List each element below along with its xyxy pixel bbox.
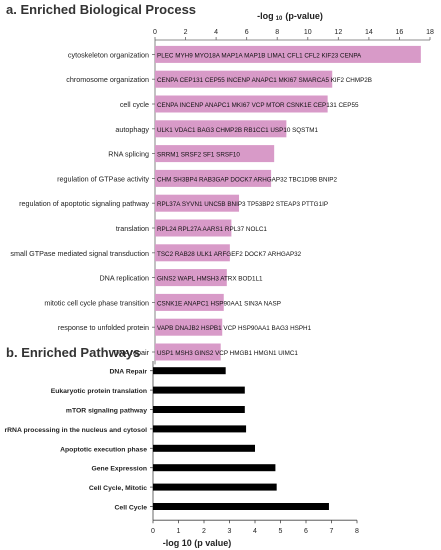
- panel-a-gene-label: PLEC MYH9 MYO18A MAP1A MAP1B LIMA1 CFL1 …: [157, 52, 362, 59]
- panel-a-bar: [155, 95, 328, 113]
- panel-a-x-tick-label: 10: [304, 29, 312, 36]
- panel-b-x-tick-label: 3: [228, 528, 232, 535]
- panel-a-x-tick-label: 14: [365, 29, 373, 36]
- panel-a-category-label: autophagy: [115, 125, 149, 134]
- panel-a-gene-label: CENPA INCENP ANAPC1 MKI67 VCP MTOR CSNK1…: [157, 102, 359, 109]
- panel-a-category-label: chromosome organization: [66, 75, 149, 84]
- panel-a-chart: 0 2 4 6 8 10 12 14 16 18 cytoskeleton organization…: [10, 29, 434, 365]
- panel-b-category-label: Gene Expression: [91, 466, 147, 473]
- panel-b-bar: [153, 483, 277, 491]
- panel-b-category-label: rRNA processing in the nucleus and cytos…: [4, 427, 147, 434]
- panel-a-gene-label: ULK1 VDAC1 BAG3 CHMP2B RB1CC1 USP10 SQST…: [157, 127, 318, 134]
- panel-a-category-label: mitotic cell cycle phase transition: [44, 298, 149, 307]
- panel-a-axis-title: -log 10 (p-value): [257, 11, 323, 22]
- panel-a-gene-label: VAPB DNAJB2 HSPB1 VCP HSP90AA1 BAG3 HSPH…: [157, 325, 312, 332]
- panel-a-gene-label: SRRM1 SRSF2 SF1 SRSF10: [157, 152, 240, 159]
- panel-a-bar: [155, 45, 421, 63]
- panel-b-label: b.: [6, 345, 18, 360]
- panel-a-bar: [155, 145, 275, 163]
- panel-b-x-tick-label: 4: [253, 528, 257, 535]
- panel-b-bar: [153, 464, 276, 472]
- panel-b-title: b. Enriched Pathways: [6, 345, 140, 360]
- panel-b-axis-title: -log 10 (p value): [163, 538, 232, 548]
- panel-a-x-tick-label: 12: [334, 29, 342, 36]
- panel-a-x-tick-label: 18: [426, 29, 434, 36]
- panel-a-bar: [155, 244, 230, 262]
- panel-a-bar: [155, 120, 287, 138]
- panel-a-category-label: response to unfolded protein: [58, 323, 149, 332]
- panel-a-bar: [155, 293, 224, 311]
- panel-a-axis-title-main: -log: [257, 11, 274, 21]
- panel-b-bar: [153, 367, 226, 375]
- panel-b-category-label: Apoptotic execution phase: [60, 446, 147, 453]
- panel-a-gene-label: GINS2 WAPL HMSH3 ATRX BOD1L1: [157, 276, 263, 283]
- panel-b-category-label: Cell Cycle: [115, 505, 148, 512]
- panel-a-category-label: RNA splicing: [108, 150, 149, 159]
- panel-a-x-tick-label: 16: [396, 29, 404, 36]
- panel-b-x-tick-label: 5: [279, 528, 283, 535]
- panel-a-x-tick-label: 4: [214, 29, 218, 36]
- panel-a-bar: [155, 194, 240, 212]
- panel-a-gene-label: USP1 MSH3 GINS2 VCP HMGB1 HMGN1 UIMC1: [157, 350, 298, 357]
- panel-a-title: a. Enriched Biological Process: [6, 2, 196, 17]
- panel-a-category-label: DNA repair: [114, 348, 150, 357]
- panel-b-x-tick-label: 1: [177, 528, 181, 535]
- panel-a-bar: [155, 70, 333, 88]
- panel-b-category-label: DNA Repair: [109, 369, 147, 376]
- panel-a-category-label: regulation of apoptotic signaling pathwa…: [19, 199, 149, 208]
- panel-a-bar: [155, 219, 232, 237]
- panel-b-category-label: Cell Cycle, Mitotic: [89, 485, 147, 492]
- panel-b-title-text: Enriched Pathways: [21, 345, 141, 360]
- panel-b-category-label: mTOR signaling pathway: [66, 408, 147, 415]
- panel-a-x-tick-label: 6: [245, 29, 249, 36]
- panel-a-category-label: small GTPase mediated signal transductio…: [10, 249, 149, 258]
- panel-a-bar: [155, 269, 227, 287]
- panel-a-x-tick-label: 8: [275, 29, 279, 36]
- panel-b-x-tick-label: 7: [330, 528, 334, 535]
- panel-a-axis-title-rest: (p-value): [285, 11, 323, 21]
- panel-b-x-tick-label: 8: [355, 528, 359, 535]
- panel-a-category-label: DNA replication: [99, 274, 149, 283]
- panel-a-category-label: translation: [116, 224, 149, 233]
- panel-b-bar: [153, 386, 245, 394]
- panel-a-gene-label: RPL24 RPL27A AARS1 RPL37 NOLC1: [157, 226, 267, 233]
- panel-b-bar: [153, 406, 245, 413]
- panel-a-gene-label: TSC2 RAB28 ULK1 ARFGEF2 DOCK7 ARHGAP32: [157, 251, 302, 258]
- panel-b-bar: [153, 425, 247, 433]
- panel-a-axis-title-sub: 10: [276, 16, 283, 22]
- panel-a-gene-label: CSNK1E ANAPC1 HSP90AA1 SIN3A NASP: [157, 300, 281, 307]
- panel-b-bar: [153, 503, 329, 510]
- panel-a-x-tick-label: 2: [184, 29, 188, 36]
- panel-b-bar: [153, 444, 255, 452]
- panel-b-x-tick-label: 2: [202, 528, 206, 535]
- panel-b-chart: 0 1 2 3 4 5 6 7 8 DNA Repair Eukaryotic protein tr…: [4, 361, 359, 535]
- panel-a-gene-label: RPL37A SYVN1 UNC5B BNIP3 TP53BP2 STEAP3 …: [157, 201, 328, 208]
- panel-a-bar: [155, 343, 221, 361]
- panel-a-category-label: cytoskeleton organization: [68, 50, 149, 59]
- panel-a-category-label: cell cycle: [120, 100, 149, 109]
- panel-a-bar: [155, 318, 223, 336]
- panel-a-label: a.: [6, 2, 17, 17]
- panel-b-category-label: Eukaryotic protein translation: [51, 388, 147, 395]
- panel-a-category-label: regulation of GTPase activity: [57, 174, 149, 183]
- panel-a-gene-label: CENPA CEP131 CEP55 INCENP ANAPC1 MKI67 S…: [157, 77, 372, 84]
- panel-a-x-tick-label: 0: [153, 29, 157, 36]
- panel-a-bar: [155, 169, 272, 187]
- panel-b-x-tick-label: 6: [304, 528, 308, 535]
- panel-a-gene-label: CHM SH3BP4 RAB3GAP DOCK7 ARHGAP32 TBC1D9…: [157, 176, 337, 183]
- panel-a-title-text: Enriched Biological Process: [20, 2, 197, 17]
- panel-b-x-tick-label: 0: [151, 528, 155, 535]
